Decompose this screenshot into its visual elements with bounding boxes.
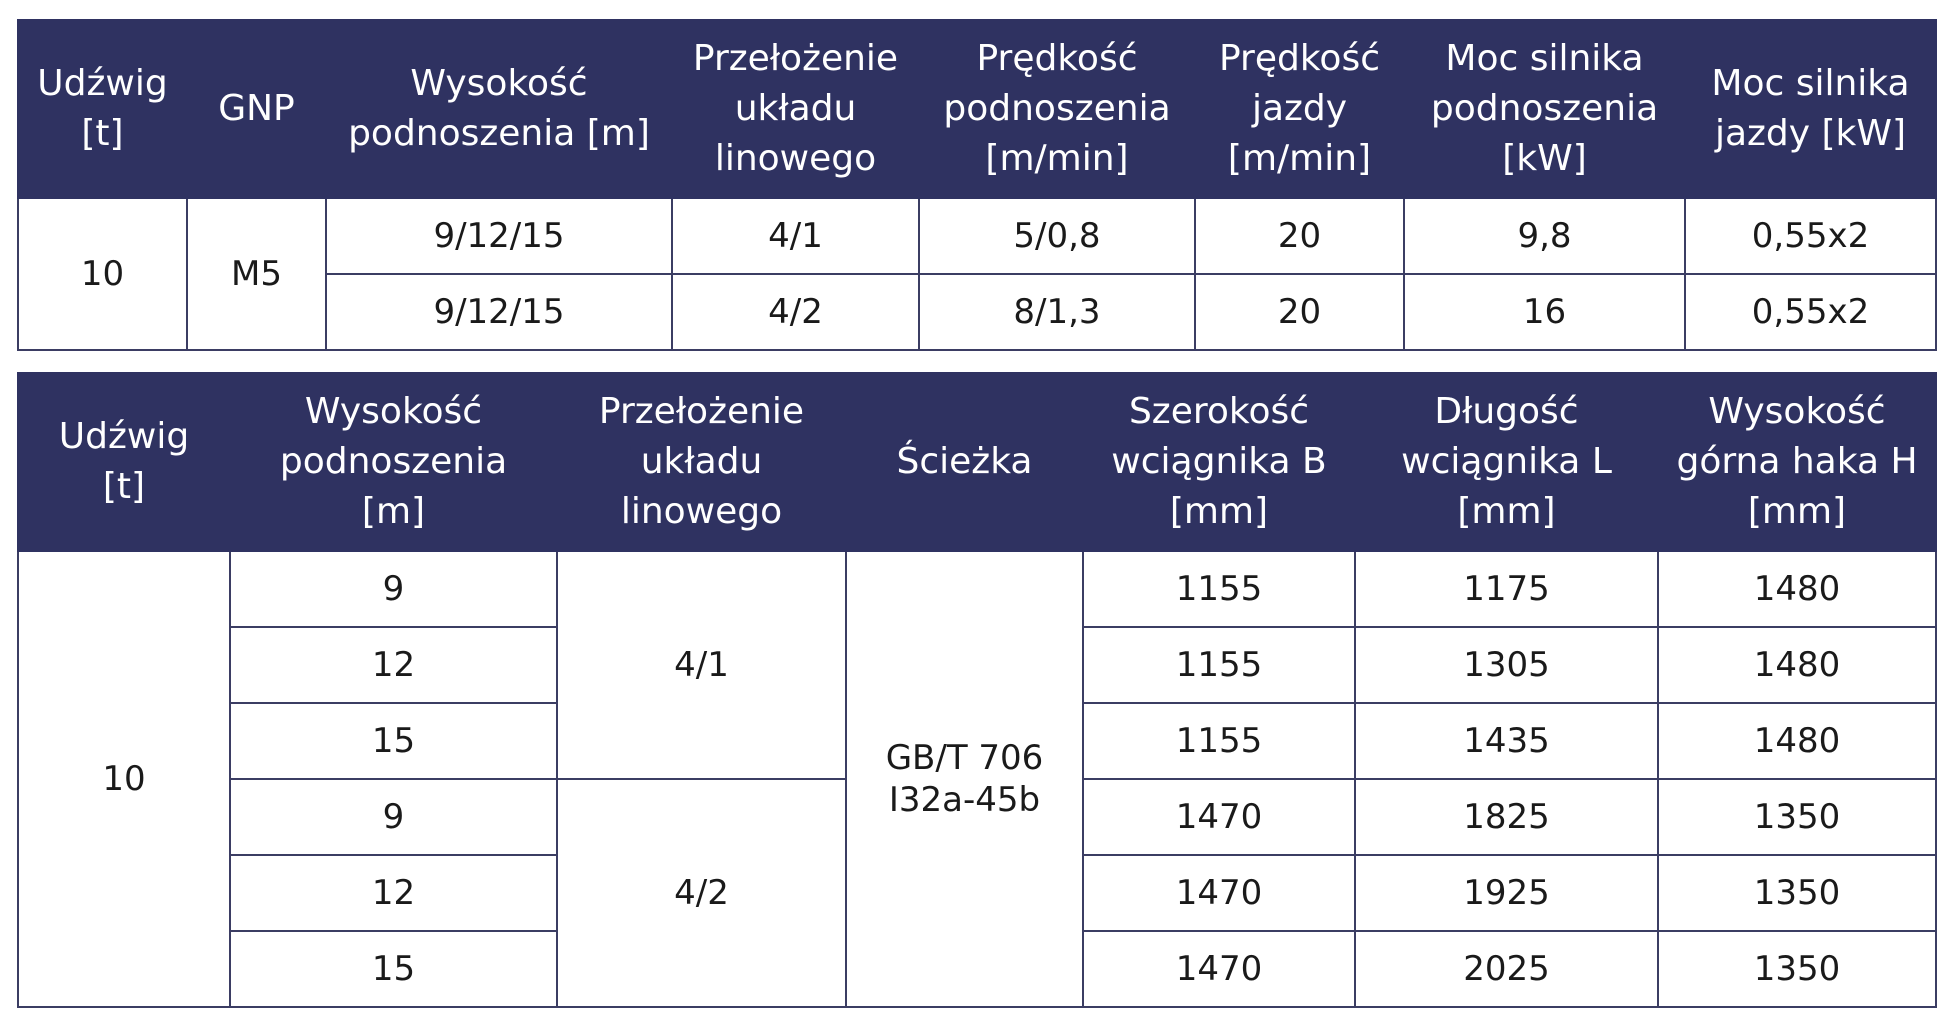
table-row: 10 9 4/1 GB/T 706 I32a-45b 1155 1175 148… (17, 550, 1937, 1008)
lift-height-cell: 15 (229, 930, 558, 1008)
reeving-cell: 4/2 (671, 273, 920, 351)
table-row: 9/12/15 4/2 8/1,3 20 16 0,55x2 (18, 273, 1937, 351)
lift-height-cell: 12 (229, 626, 558, 704)
capacity-cell: 10 (17, 197, 188, 351)
reeving-cell: 4/2 (556, 778, 847, 1008)
table-row: 15 1470 2025 1350 (18, 930, 1937, 1008)
hoist-length-cell: 2025 (1354, 930, 1659, 1008)
header-lift-speed: Prędkość podnoszenia [m/min] (918, 19, 1196, 199)
reeving-cell: 4/1 (671, 197, 920, 275)
lift-speed-cell: 5/0,8 (918, 197, 1196, 275)
header-hook-height: Wysokość górna haka H [mm] (1657, 372, 1937, 552)
header-reeving: Przełożenie układu linowego (556, 372, 847, 552)
hoist-dimensions-table: Udźwig [t] Wysokość podnoszenia [m] Prze… (17, 372, 1937, 1008)
lift-height-cell: 15 (229, 702, 558, 780)
hoist-width-cell: 1470 (1082, 930, 1356, 1008)
table-row: 12 1470 1925 1350 (18, 854, 1937, 932)
lift-height-cell: 9 (229, 778, 558, 856)
header-reeving: Przełożenie układu linowego (671, 19, 920, 199)
table-row: 15 1155 1435 1480 (18, 702, 1937, 780)
lift-height-cell: 12 (229, 854, 558, 932)
header-hoist-width: Szerokość wciągnika B [mm] (1082, 372, 1356, 552)
hoist-length-cell: 1925 (1354, 854, 1659, 932)
header-travel-motor-power: Moc silnika jazdy [kW] (1684, 19, 1937, 199)
header-lift-motor-power: Moc silnika podnoszenia [kW] (1403, 19, 1686, 199)
lift-height-cell: 9/12/15 (325, 273, 673, 351)
table-row: 12 1155 1305 1480 (18, 626, 1937, 704)
table-row: 9 4/2 1470 1825 1350 (18, 778, 1937, 1008)
travel-power-cell: 0,55x2 (1684, 273, 1937, 351)
capacity-cell: 10 (17, 550, 231, 1008)
header-lift-height: Wysokość podnoszenia [m] (325, 19, 673, 199)
table-row: 10 M5 9/12/15 4/1 5/0,8 20 9,8 0,55x2 (17, 197, 1937, 351)
gnp-cell: M5 (186, 197, 327, 351)
header-capacity: Udźwig [t] (17, 372, 231, 552)
hoist-length-cell: 1825 (1354, 778, 1659, 856)
travel-speed-cell: 20 (1194, 273, 1405, 351)
hook-height-cell: 1480 (1657, 626, 1937, 704)
header-hoist-length: Długość wciągnika L [mm] (1354, 372, 1659, 552)
header-travel-speed: Prędkość jazdy [m/min] (1194, 19, 1405, 199)
hook-height-cell: 1350 (1657, 778, 1937, 856)
hoist-length-cell: 1305 (1354, 626, 1659, 704)
header-capacity: Udźwig [t] (17, 19, 188, 199)
hoist-width-cell: 1470 (1082, 778, 1356, 856)
lift-height-cell: 9/12/15 (325, 197, 673, 275)
hoist-length-cell: 1175 (1354, 550, 1659, 628)
lift-speed-cell: 8/1,3 (918, 273, 1196, 351)
hoist-width-cell: 1470 (1082, 854, 1356, 932)
travel-power-cell: 0,55x2 (1684, 197, 1937, 275)
header-track: Ścieżka (845, 372, 1084, 552)
hook-height-cell: 1350 (1657, 930, 1937, 1008)
hook-height-cell: 1480 (1657, 550, 1937, 628)
hoist-width-cell: 1155 (1082, 550, 1356, 628)
hoist-width-cell: 1155 (1082, 702, 1356, 780)
hook-height-cell: 1480 (1657, 702, 1937, 780)
track-cell: GB/T 706 I32a-45b (845, 550, 1084, 1008)
table-header-row: Udźwig [t] Wysokość podnoszenia [m] Prze… (17, 372, 1937, 552)
travel-speed-cell: 20 (1194, 197, 1405, 275)
reeving-cell: 4/1 (556, 550, 847, 780)
hoist-length-cell: 1435 (1354, 702, 1659, 780)
lift-power-cell: 9,8 (1403, 197, 1686, 275)
header-lift-height: Wysokość podnoszenia [m] (229, 372, 558, 552)
table-header-row: Udźwig [t] GNP Wysokość podnoszenia [m] … (17, 19, 1937, 199)
hook-height-cell: 1350 (1657, 854, 1937, 932)
hoist-width-cell: 1155 (1082, 626, 1356, 704)
lift-power-cell: 16 (1403, 273, 1686, 351)
hoist-parameters-table: Udźwig [t] GNP Wysokość podnoszenia [m] … (17, 19, 1937, 351)
lift-height-cell: 9 (229, 550, 558, 628)
header-gnp: GNP (186, 19, 327, 199)
